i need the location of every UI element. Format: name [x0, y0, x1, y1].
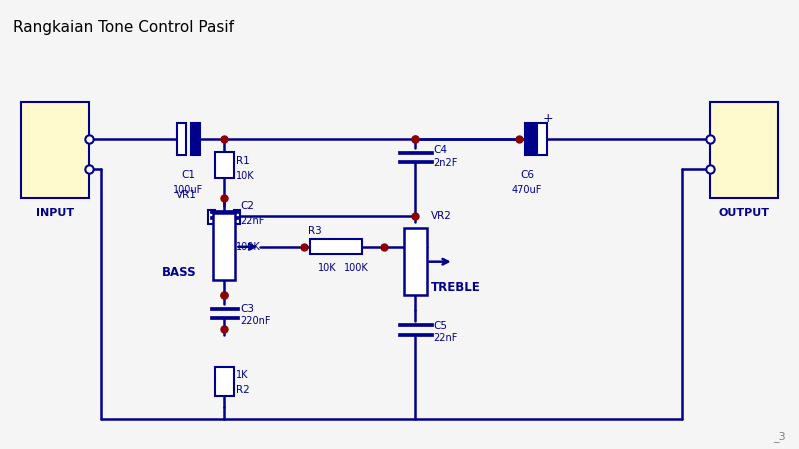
Bar [215, 152, 234, 178]
Bar [22, 102, 89, 198]
Text: _3: _3 [773, 431, 785, 442]
Text: 1: 1 [741, 134, 747, 144]
Text: TREBLE: TREBLE [431, 281, 481, 294]
Text: C2: C2 [240, 201, 254, 211]
Bar [191, 123, 201, 155]
Bar [710, 102, 777, 198]
Bar [234, 210, 240, 224]
Text: VR1: VR1 [176, 190, 197, 200]
Text: C6: C6 [520, 170, 534, 180]
Bar [310, 239, 362, 254]
Text: 22nF: 22nF [433, 333, 457, 343]
Text: Rangkaian Tone Control Pasif: Rangkaian Tone Control Pasif [14, 20, 234, 35]
Text: R1: R1 [237, 156, 250, 166]
Text: R2: R2 [237, 385, 250, 396]
Text: +: + [543, 112, 554, 125]
Bar [404, 228, 427, 295]
Text: C5: C5 [433, 321, 447, 331]
Bar [525, 123, 535, 155]
Bar [210, 216, 239, 219]
Text: C1: C1 [181, 170, 196, 180]
Text: 1: 1 [52, 134, 58, 144]
Bar [209, 210, 215, 224]
Text: 100K: 100K [237, 242, 261, 252]
Text: INPUT: INPUT [36, 208, 74, 218]
Bar [177, 123, 186, 155]
Text: 2: 2 [741, 164, 747, 174]
Bar [398, 160, 433, 163]
Text: 22nF: 22nF [240, 216, 264, 226]
Text: 10K: 10K [237, 171, 255, 181]
Text: OUTPUT: OUTPUT [718, 208, 769, 218]
Text: 220nF: 220nF [240, 316, 271, 326]
Text: 470uF: 470uF [511, 185, 542, 195]
Text: 10K: 10K [318, 263, 337, 273]
Text: C3: C3 [240, 304, 254, 313]
Bar [215, 367, 234, 396]
Bar [210, 307, 239, 310]
Text: BASS: BASS [162, 266, 197, 279]
Text: R3: R3 [308, 226, 322, 236]
Text: 1K: 1K [237, 370, 248, 380]
Text: VR2: VR2 [431, 211, 452, 220]
Text: PLUG2: PLUG2 [725, 104, 763, 114]
Bar [213, 213, 236, 280]
Text: 100uF: 100uF [173, 185, 204, 195]
Text: 2n2F: 2n2F [433, 158, 457, 168]
Text: 2: 2 [52, 164, 58, 174]
Bar [398, 323, 433, 326]
Text: C4: C4 [433, 145, 447, 155]
Bar [210, 316, 239, 319]
Bar [210, 210, 239, 212]
Bar [398, 151, 433, 154]
Text: PLUG1: PLUG1 [36, 104, 74, 114]
Bar [398, 333, 433, 336]
Text: 100K: 100K [344, 263, 368, 273]
Bar [537, 123, 547, 155]
